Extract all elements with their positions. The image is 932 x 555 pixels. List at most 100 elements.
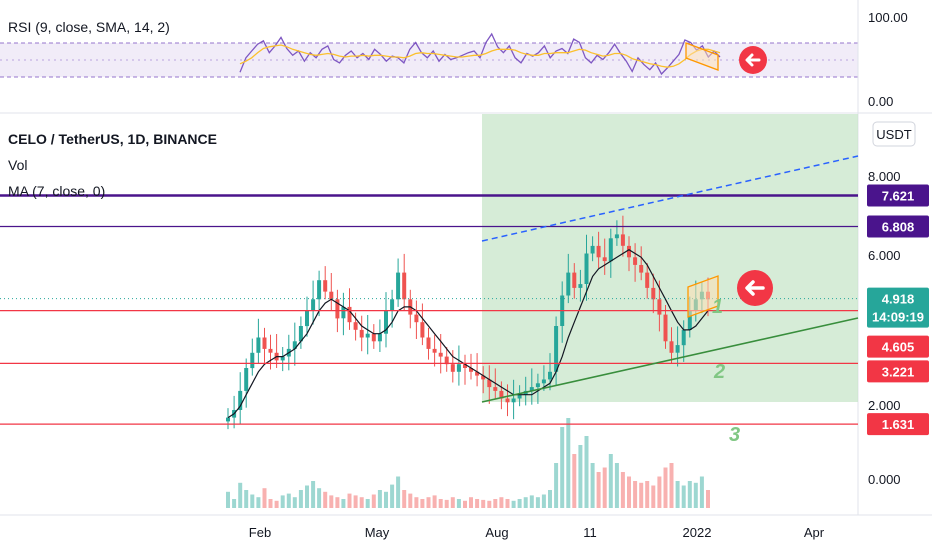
candle-body	[463, 364, 467, 368]
volume-bar	[414, 497, 419, 508]
rsi-channel	[685, 42, 719, 71]
candle-body	[323, 280, 328, 292]
volume-bar	[578, 445, 583, 508]
wave-label-2: 2	[713, 361, 725, 383]
candle-body	[535, 383, 540, 388]
candle-body	[517, 394, 522, 399]
price-layer	[226, 215, 710, 508]
x-tick-11: 11	[583, 525, 597, 540]
volume-bar	[341, 499, 346, 508]
candle-body	[602, 257, 607, 262]
price-badges: 7.621 6.808 4.918 14:09:19 4.605 3.221 1.631	[867, 184, 929, 436]
candle-body	[687, 310, 692, 330]
candle-body	[438, 352, 443, 357]
rsi-ma-line	[239, 44, 721, 68]
candle-body	[432, 348, 437, 353]
candle-body	[584, 253, 589, 284]
volume-bar	[523, 497, 528, 508]
candle-body	[590, 245, 595, 254]
badge-6808-text: 6.808	[882, 220, 915, 235]
volume-bar	[469, 497, 473, 508]
candle-body	[541, 379, 546, 384]
badge-6808-bg	[867, 215, 929, 238]
volume-bar	[444, 499, 449, 508]
volume-bar	[596, 472, 601, 508]
candle-body	[298, 326, 303, 342]
volume-bar	[377, 490, 382, 508]
dashed-trendline	[481, 155, 859, 242]
volume-bar	[286, 493, 291, 508]
candle-body	[493, 387, 498, 391]
rsi-legend: RSI (9, close, SMA, 14, 2)	[8, 19, 170, 35]
badge-3221-bg	[867, 360, 929, 383]
candle-body	[311, 299, 316, 311]
x-tick-aug: Aug	[485, 525, 508, 540]
volume-bar	[645, 481, 650, 508]
volume-bar	[317, 488, 322, 508]
candle-body	[365, 333, 370, 338]
volume-bar	[420, 499, 425, 508]
volume-bar	[560, 427, 565, 508]
rsi-layer	[239, 32, 721, 76]
volume-bar	[675, 481, 680, 508]
ma-legend: MA (7, close, 0)	[8, 183, 105, 199]
volume-bar	[371, 494, 376, 508]
candle-body	[456, 364, 461, 372]
candle-body	[329, 291, 334, 300]
left-arrow-circle-icon	[737, 270, 773, 306]
candle-body	[384, 310, 388, 334]
candle-body	[675, 345, 680, 353]
volume-bar	[517, 499, 522, 508]
candle-body	[256, 337, 261, 353]
highlight-zone	[482, 114, 858, 402]
badge-1631-bg	[867, 413, 929, 436]
candle-body	[317, 280, 322, 300]
badge-1631-text: 1.631	[882, 417, 915, 432]
price-title: CELO / TetherUS, 1D, BINANCE	[8, 131, 217, 147]
volume-bar	[487, 500, 492, 508]
candle-body	[238, 390, 243, 410]
left-arrow-circle-icon	[739, 46, 767, 74]
candle-body	[487, 379, 492, 388]
rsi-tick-100: 100.00	[868, 10, 908, 25]
volume-bar	[365, 499, 370, 508]
candle-body	[578, 284, 583, 288]
badge-4605-bg	[867, 335, 929, 358]
volume-bar	[706, 490, 710, 508]
candle-body	[651, 287, 656, 300]
candle-body	[499, 390, 504, 399]
candle-body	[414, 314, 419, 323]
volume-bar	[311, 481, 316, 508]
x-tick-apr: Apr	[804, 525, 825, 540]
candle-body	[402, 272, 407, 300]
volume-bar	[347, 493, 352, 508]
volume-bar	[456, 499, 461, 508]
volume-bar	[687, 481, 692, 508]
volume-bar	[699, 476, 704, 508]
candle-body	[371, 333, 376, 342]
candle-body	[475, 371, 480, 376]
badge-3221-text: 3.221	[882, 364, 915, 379]
price-channel	[687, 275, 719, 318]
candle-body	[596, 245, 601, 258]
candle-body	[572, 272, 577, 288]
candle-body	[663, 314, 668, 342]
volume-bar	[535, 497, 540, 508]
volume-bar	[554, 463, 559, 508]
volume-bar	[529, 495, 534, 508]
wave-label-1: 1	[712, 296, 723, 318]
candle-body	[608, 238, 613, 262]
currency-button[interactable]	[872, 121, 916, 147]
volume-bar	[432, 495, 437, 508]
candle-body	[639, 265, 644, 273]
candle-body	[529, 387, 534, 391]
volume-bar	[402, 490, 407, 508]
candle-body	[444, 356, 449, 365]
badge-last-price-text: 14:09:19	[872, 310, 924, 325]
volume-bar	[663, 467, 668, 508]
rsi-band	[0, 43, 858, 77]
candle-body	[481, 375, 486, 380]
x-tick-2022: 2022	[683, 525, 712, 540]
